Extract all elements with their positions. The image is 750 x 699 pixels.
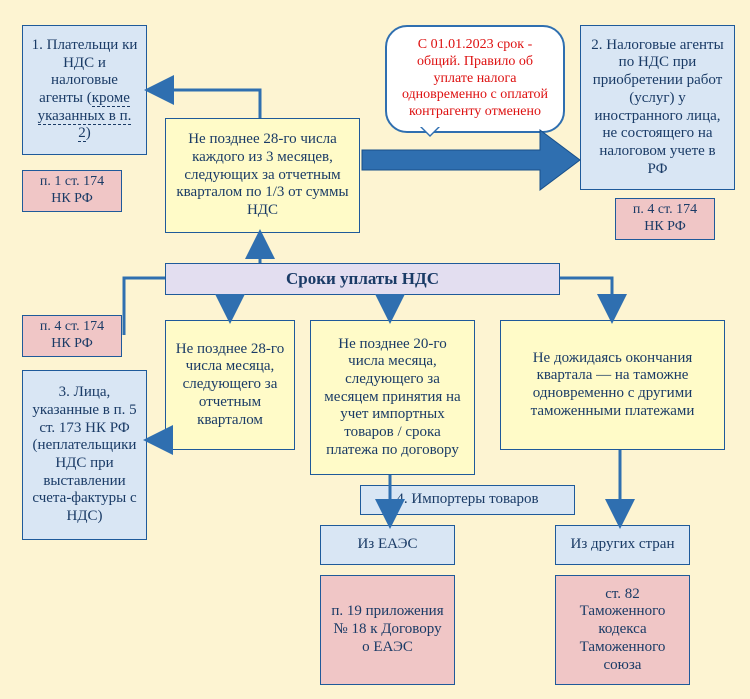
deadline-c: Не дожидаясь окончания квартала — на там…: [500, 320, 725, 450]
ref-eaes: п. 19 приложения № 18 к Договору о ЕАЭС: [320, 575, 455, 685]
ref-2: п. 4 ст. 174 НК РФ: [615, 198, 715, 240]
deadline-top: Не позднее 28-го числа каждого из 3 меся…: [165, 118, 360, 233]
deadline-b: Не позднее 20-го числа месяца, следующег…: [310, 320, 475, 475]
ref-other: ст. 82 Таможенного кодекса Таможенного с…: [555, 575, 690, 685]
node-2-agents: 2. Налоговые агенты по НДС при приобрете…: [580, 25, 735, 190]
node-1-payers: 1. Плательщи ки НДС и налоговые агенты (…: [22, 25, 147, 155]
deadline-a: Не позднее 28-го числа месяца, следующег…: [165, 320, 295, 450]
n1-tail: ): [86, 125, 91, 141]
ref-3: п. 4 ст. 174 НК РФ: [22, 315, 122, 357]
eaes-box: Из ЕАЭС: [320, 525, 455, 565]
title-box: Сроки уплаты НДС: [165, 263, 560, 295]
other-box: Из других стран: [555, 525, 690, 565]
node-4-importers: 4. Импортеры товаров: [360, 485, 575, 515]
ref-1: п. 1 ст. 174 НК РФ: [22, 170, 122, 212]
callout: С 01.01.2023 срок - общий. Правило об уп…: [385, 25, 565, 133]
node-3-persons: 3. Лица, указанные в п. 5 ст. 173 НК РФ …: [22, 370, 147, 540]
